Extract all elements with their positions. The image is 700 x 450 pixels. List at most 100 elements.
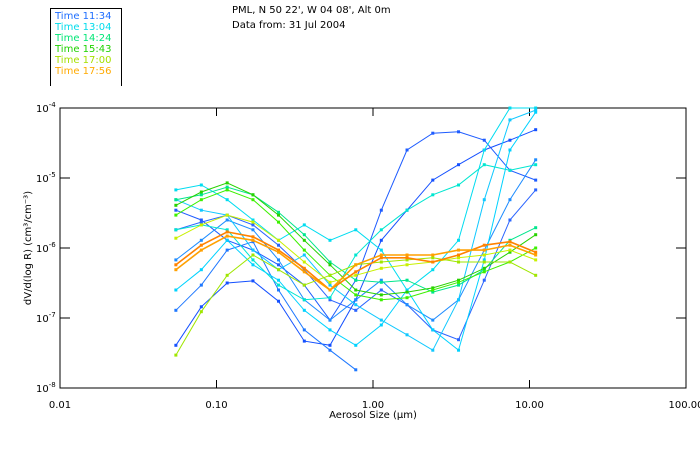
data-point bbox=[199, 190, 203, 194]
data-point bbox=[174, 188, 178, 192]
data-point bbox=[457, 163, 461, 167]
data-point bbox=[534, 246, 538, 250]
data-point bbox=[225, 218, 229, 222]
y-tick-exponent: -7 bbox=[49, 311, 56, 319]
y-tick-exponent: -6 bbox=[49, 241, 57, 249]
data-point bbox=[431, 288, 435, 292]
y-tick-label: 10-4 bbox=[36, 101, 56, 115]
data-point bbox=[508, 118, 512, 122]
data-point bbox=[277, 263, 281, 267]
y-tick-base: 10 bbox=[36, 244, 49, 255]
series-line bbox=[175, 241, 357, 371]
data-point bbox=[251, 235, 255, 239]
y-tick-label: 10-6 bbox=[36, 241, 56, 255]
data-point bbox=[431, 328, 435, 332]
data-point bbox=[328, 263, 332, 267]
data-point bbox=[534, 233, 538, 237]
data-point bbox=[534, 110, 538, 114]
data-point bbox=[251, 263, 255, 267]
data-point bbox=[508, 198, 512, 202]
data-point bbox=[277, 258, 281, 262]
data-point bbox=[431, 348, 435, 352]
y-tick-exponent: -8 bbox=[49, 381, 56, 389]
data-point bbox=[534, 258, 538, 262]
data-point bbox=[431, 268, 435, 272]
data-point bbox=[482, 270, 486, 274]
y-tick-label: 10-5 bbox=[36, 171, 56, 185]
x-tick-label: 100.00 bbox=[669, 400, 700, 411]
data-point bbox=[534, 253, 538, 257]
data-point bbox=[251, 279, 255, 283]
data-point bbox=[199, 248, 203, 252]
series-line bbox=[175, 189, 536, 301]
data-point bbox=[534, 106, 538, 110]
data-point bbox=[251, 258, 255, 262]
data-point bbox=[379, 280, 383, 284]
data-point bbox=[379, 288, 383, 292]
data-point bbox=[251, 238, 255, 242]
data-point bbox=[482, 138, 486, 142]
data-point bbox=[277, 238, 281, 242]
data-point bbox=[328, 296, 332, 300]
data-point bbox=[508, 218, 512, 222]
data-point bbox=[354, 273, 358, 277]
data-point bbox=[225, 181, 229, 185]
legend-entry: Time 17:56 bbox=[55, 66, 112, 77]
data-point bbox=[251, 218, 255, 222]
legend-entry: Time 17:00 bbox=[55, 55, 112, 66]
data-point bbox=[457, 256, 461, 260]
data-point bbox=[457, 278, 461, 282]
data-point bbox=[431, 131, 435, 135]
data-point bbox=[174, 308, 178, 312]
data-point bbox=[457, 298, 461, 302]
x-axis-label: Aerosol Size (µm) bbox=[329, 410, 417, 421]
x-tick-label: 10.00 bbox=[515, 400, 544, 411]
data-point bbox=[225, 188, 229, 192]
series-time-17-00 bbox=[174, 213, 538, 284]
data-point bbox=[251, 193, 255, 197]
data-point bbox=[251, 198, 255, 202]
series-time-11-34 bbox=[174, 158, 538, 322]
data-point bbox=[277, 243, 281, 247]
data-point bbox=[328, 288, 332, 292]
data-point bbox=[277, 220, 281, 224]
data-point bbox=[431, 318, 435, 322]
data-point bbox=[379, 293, 383, 297]
legend-entry: Time 13:04 bbox=[55, 22, 112, 33]
data-point bbox=[328, 260, 332, 264]
data-point bbox=[328, 298, 332, 302]
data-point bbox=[534, 250, 538, 254]
data-point bbox=[405, 290, 409, 294]
series-time-15-43 bbox=[174, 181, 538, 297]
data-point bbox=[508, 248, 512, 252]
data-point bbox=[302, 233, 306, 237]
y-tick-base: 10 bbox=[36, 104, 49, 115]
y-tick-base: 10 bbox=[36, 314, 49, 325]
data-point bbox=[379, 208, 383, 212]
data-point bbox=[302, 339, 306, 343]
data-point bbox=[534, 128, 538, 132]
data-point bbox=[431, 256, 435, 260]
data-point bbox=[174, 343, 178, 347]
data-point bbox=[534, 163, 538, 167]
x-tick-label: 0.10 bbox=[205, 400, 227, 411]
data-point bbox=[457, 280, 461, 284]
data-point bbox=[457, 260, 461, 264]
chart-title: PML, N 50 22', W 04 08', Alt 0m Data fro… bbox=[232, 3, 391, 33]
data-point bbox=[199, 208, 203, 212]
data-point bbox=[225, 228, 229, 232]
data-point bbox=[457, 130, 461, 134]
data-point bbox=[251, 228, 255, 232]
data-point bbox=[199, 198, 203, 202]
data-point bbox=[328, 238, 332, 242]
data-point bbox=[174, 353, 178, 357]
series-time-11-34 bbox=[174, 130, 538, 322]
data-point bbox=[302, 328, 306, 332]
data-point bbox=[354, 298, 358, 302]
data-point bbox=[328, 283, 332, 287]
data-point bbox=[534, 273, 538, 277]
data-point bbox=[482, 148, 486, 152]
data-point bbox=[354, 293, 358, 297]
data-point bbox=[379, 253, 383, 257]
